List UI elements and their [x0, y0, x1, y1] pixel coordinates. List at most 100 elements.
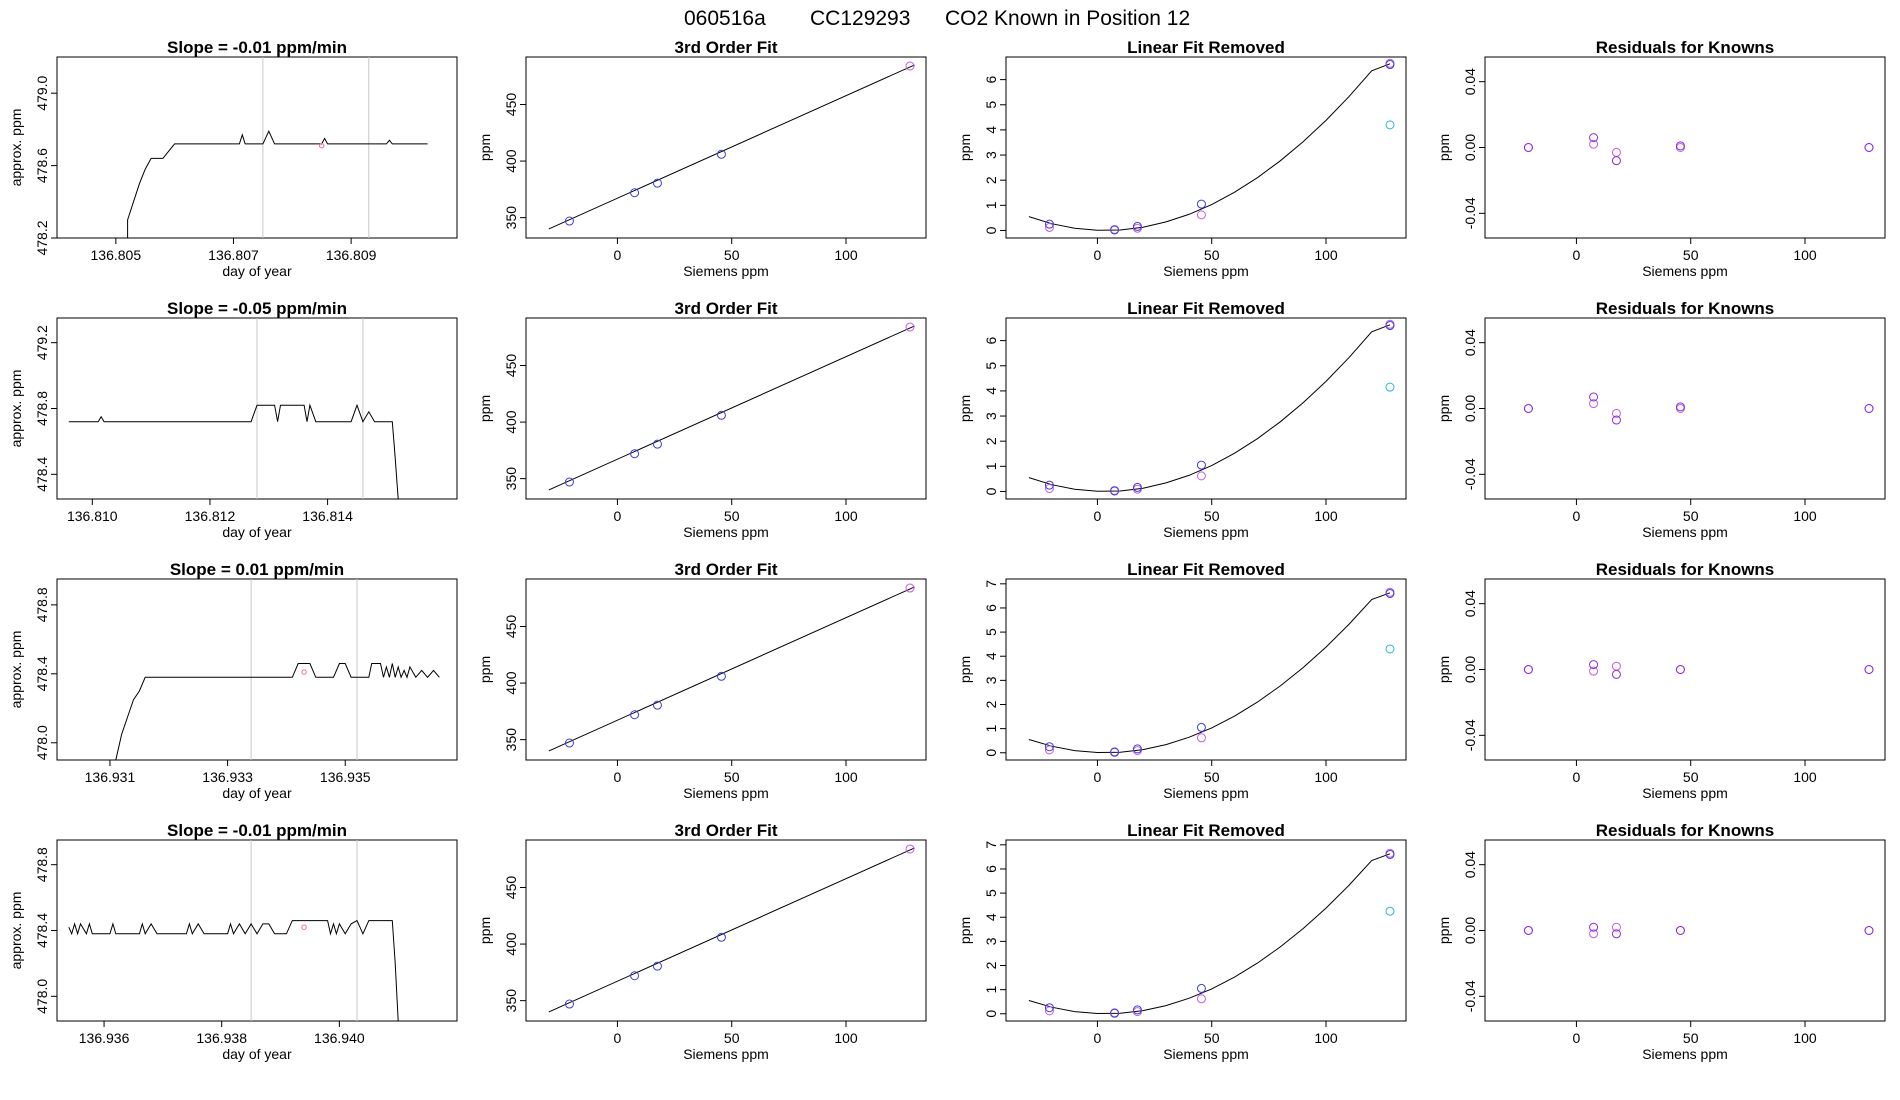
trace-line	[68, 919, 399, 1021]
lin3-y-tick-label: 5	[983, 889, 999, 897]
fit-point	[716, 410, 726, 420]
panel-timeseries-2: Slope = 0.01 ppm/min 136.931 136.933 136.93…	[8, 560, 458, 801]
fit2-y-tick-label: 450	[503, 615, 519, 639]
fit3-title: 3rd Order Fit	[675, 821, 778, 840]
mean-marker	[301, 924, 307, 930]
fit-point	[630, 971, 640, 981]
res1-y-tick-label: 0.00	[1462, 395, 1478, 422]
blue-point	[1110, 747, 1120, 757]
panel-residuals-0: Residuals for Knowns 0 50 100 Siemens ppm -0.…	[1436, 38, 1886, 279]
lin3-y-tick-label: 4	[983, 913, 999, 921]
res3-y-tick-label: 0.04	[1462, 851, 1478, 878]
suptitle-text: CO2 Known in Position 12	[945, 7, 1190, 30]
fit-point	[905, 844, 915, 854]
res2-x-tick-label: 50	[1683, 769, 1699, 785]
fit-point	[630, 449, 640, 459]
res0-y-tick-label: -0.04	[1462, 197, 1478, 229]
ts1-y-tick-label: 479.2	[34, 325, 50, 360]
fit3-y-tick-label: 450	[503, 876, 519, 900]
lin1-y-tick-label: 2	[983, 437, 999, 445]
res1-x-label: Siemens ppm	[1642, 524, 1728, 540]
residual-blue-point	[1675, 665, 1685, 674]
ts0-x-tick-label: 136.807	[208, 247, 259, 263]
res3-plot-box	[1484, 839, 1886, 1022]
res2-y-label: ppm	[1436, 656, 1452, 683]
blue-point	[1196, 199, 1206, 209]
lin1-y-tick-label: 5	[983, 362, 999, 370]
blue-point	[1385, 60, 1395, 70]
ts3-y-tick-label: 478.4	[34, 913, 50, 948]
ts0-y-tick-label: 479.0	[34, 75, 50, 110]
lin0-y-tick-label: 2	[983, 176, 999, 184]
fit2-x-tick-label: 100	[834, 769, 858, 785]
magenta-point	[1196, 994, 1206, 1004]
lin3-y-tick-label: 1	[983, 986, 999, 994]
blue-point	[1110, 1008, 1120, 1018]
fit1-x-label: Siemens ppm	[683, 524, 769, 540]
fit0-title: 3rd Order Fit	[675, 38, 778, 57]
fit3-y-label: ppm	[477, 917, 493, 944]
lin3-y-tick-label: 3	[983, 937, 999, 945]
lin3-x-tick-label: 50	[1204, 1030, 1220, 1046]
magenta-point	[1196, 471, 1206, 481]
res1-y-label: ppm	[1436, 395, 1452, 422]
res0-y-label: ppm	[1436, 134, 1452, 161]
res3-y-tick-label: 0.00	[1462, 917, 1478, 944]
fit2-y-tick-label: 350	[503, 728, 519, 752]
ts2-x-label: day of year	[222, 785, 292, 801]
residual-magenta-point	[1589, 399, 1599, 409]
cyan-point	[1385, 906, 1395, 916]
blue-point	[1044, 1003, 1054, 1013]
ts1-title: Slope = -0.05 ppm/min	[167, 299, 347, 318]
fit1-plot-box	[525, 317, 927, 500]
residual-magenta-point	[1589, 929, 1599, 939]
fit-point	[716, 149, 726, 159]
residual-magenta-point	[1611, 661, 1621, 671]
fit2-plot-box	[525, 578, 927, 761]
fit0-y-tick-label: 350	[503, 206, 519, 230]
res2-x-tick-label: 100	[1793, 769, 1817, 785]
ts3-title: Slope = -0.01 ppm/min	[167, 821, 347, 840]
residual-blue-point	[1589, 133, 1599, 143]
lin0-y-tick-label: 0	[983, 226, 999, 234]
fit-point	[564, 477, 574, 487]
lin2-plot-box	[1005, 578, 1407, 761]
lin2-y-tick-label: 1	[983, 725, 999, 733]
lin1-y-tick-label: 1	[983, 462, 999, 470]
res2-plot-box	[1484, 578, 1886, 761]
fit1-y-tick-label: 450	[503, 354, 519, 378]
lin1-y-tick-label: 3	[983, 412, 999, 420]
res3-x-tick-label: 100	[1793, 1030, 1817, 1046]
ts3-x-label: day of year	[222, 1046, 292, 1062]
lin2-title: Linear Fit Removed	[1127, 560, 1285, 579]
ts0-x-tick-label: 136.809	[326, 247, 377, 263]
blue-point	[1196, 983, 1206, 993]
ts3-x-tick-label: 136.936	[79, 1030, 130, 1046]
trace-line	[127, 130, 428, 238]
lin2-y-tick-label: 6	[983, 604, 999, 612]
lin2-y-tick-label: 7	[983, 580, 999, 588]
fit0-y-label: ppm	[477, 134, 493, 161]
res1-title: Residuals for Knowns	[1596, 299, 1775, 318]
res0-x-tick-label: 0	[1573, 247, 1581, 263]
panel-linear-fit-removed-3: Linear Fit Removed 0 50 100 Siemens ppm 0 1 2 3 4…	[957, 821, 1407, 1062]
residual-magenta-point	[1611, 147, 1621, 157]
residual-blue-point	[1523, 926, 1533, 935]
magenta-point	[1196, 210, 1206, 220]
residual-magenta-point	[1611, 922, 1621, 932]
ts1-y-tick-label: 478.4	[34, 457, 50, 492]
residual-magenta-point	[1589, 139, 1599, 149]
fit1-title: 3rd Order Fit	[675, 299, 778, 318]
fit2-title: 3rd Order Fit	[675, 560, 778, 579]
fit-line	[548, 847, 915, 1013]
fit-point	[716, 671, 726, 681]
lin2-x-tick-label: 50	[1204, 769, 1220, 785]
panel-residuals-2: Residuals for Knowns 0 50 100 Siemens ppm -0.…	[1436, 560, 1886, 801]
fit0-y-tick-label: 450	[503, 93, 519, 117]
lin3-y-label: ppm	[957, 917, 973, 944]
magenta-point	[1044, 745, 1054, 755]
fit3-x-label: Siemens ppm	[683, 1046, 769, 1062]
res3-x-tick-label: 50	[1683, 1030, 1699, 1046]
fit0-plot-box	[525, 56, 927, 239]
